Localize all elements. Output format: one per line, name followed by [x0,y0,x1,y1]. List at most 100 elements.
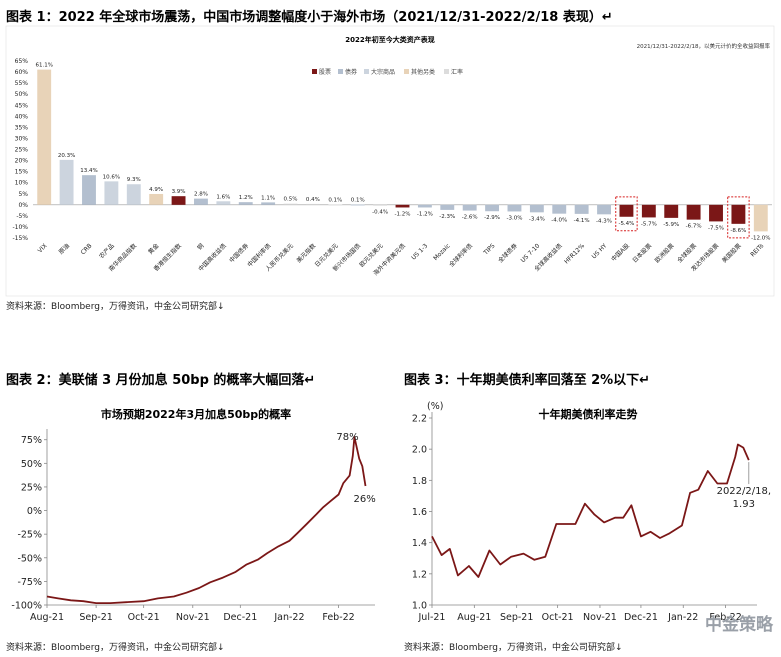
bar [417,204,432,208]
bar-value-label: -5.9% [663,222,679,228]
bar-value-label: -2.3% [439,214,455,220]
y-tick-label: 50% [15,91,29,98]
y-tick-label: -25% [17,530,42,541]
highlight-box [615,196,638,232]
bar-value-label: 2.8% [194,192,208,198]
bar [328,204,343,206]
y-tick-label: 15% [15,169,29,176]
x-tick-label: Jul-21 [418,612,446,623]
wechat-watermark: 中金策略 [705,615,773,635]
y-tick-label: 40% [15,113,29,120]
bar-value-label: -3.0% [506,215,522,221]
x-tick-label: Oct-21 [542,612,574,623]
bar [104,181,119,205]
bar [574,204,589,214]
bar-value-label: 0.1% [328,198,342,204]
bar [261,202,276,205]
bar [194,198,208,205]
y-tick-label: 30% [15,135,29,142]
x-tick-label: Feb-22 [322,612,354,623]
bar [350,204,365,206]
x-tick-label: Sep-21 [500,612,533,623]
highlight-box [727,196,750,239]
chart1-subtitle: 2021/12/31-2022/2/18，以美元计价的全收益回报率 [637,42,771,50]
x-tick-label: Aug-21 [30,612,64,623]
y-tick-label: 10% [15,180,29,187]
bar-value-label: -4.1% [574,218,590,224]
bar-value-label: -8.6% [730,228,746,234]
bar-value-label: 3.9% [172,189,186,195]
bar-value-label: 13.4% [80,168,97,174]
y-tick-label: 55% [15,80,29,87]
y-tick-label: 2.2 [412,414,427,425]
x-tick-label: Sep-21 [79,612,112,623]
y-tick-label: 45% [15,102,29,109]
bar-value-label: 1.2% [239,195,253,201]
y-tick-label: -5% [16,213,28,220]
legend-label: 大宗商品 [371,68,395,76]
series-line [46,435,367,604]
bar [529,204,544,213]
bar-value-label: -1.2% [417,211,433,217]
peak-annotation: 78% [336,432,358,443]
asset-performance-chart: 2022年初至今大类资产表现 2021/12/31-2022/2/18，以美元计价… [5,25,775,297]
x-tick-label: Jan-22 [273,612,304,623]
bar [597,204,611,215]
figure1-source: 资料来源：Bloomberg，万得资讯，中金公司研究部↓ [6,302,225,312]
legend-swatch [338,69,343,74]
bar-value-label: 0.1% [351,198,365,204]
legend-swatch [312,69,317,74]
bar [238,202,253,205]
y-tick-label: 2.0 [412,445,427,456]
x-tick-label: Nov-21 [176,612,210,623]
bar-value-label: 0.4% [306,197,320,203]
bar [37,69,52,205]
y-tick-label: 65% [15,58,29,65]
bar [216,201,231,205]
y-tick-label: 25% [21,482,42,493]
y-tick-label: 25% [15,147,29,154]
bar [373,204,388,206]
bar-value-label: 61.1% [35,63,52,69]
x-tick-label: Dec-21 [223,612,257,623]
bar [82,175,96,205]
bar-value-label: -5.4% [618,221,634,227]
bar-value-label: -5.7% [641,221,657,227]
legend-label: 股票 [319,69,331,76]
fed-hike-probability-chart: 市场预期2022年3月加息50bp的概率 75% 50% 25% 0% -25% -50% -… [11,407,375,623]
bar [440,204,455,210]
category-label: 铜 [195,242,205,252]
legend-label: 汇率 [451,68,463,76]
bar-value-label: 0.5% [284,197,298,203]
last-annotation: 2022/2/18, [717,486,771,497]
chart-title: 十年期美债利率走势 [539,407,638,421]
bar [709,204,723,222]
y-tick-label: -15% [12,235,28,242]
bar [731,204,746,224]
bar [552,204,567,214]
bar [171,196,186,205]
bar-value-label: -1.2% [395,211,411,217]
bar [686,204,701,220]
legend-swatch [444,69,449,74]
chart-title: 市场预期2022年3月加息50bp的概率 [101,407,291,421]
bar [641,204,656,218]
bar-value-label: -2.6% [462,215,478,221]
bar [126,184,141,205]
series-line [431,443,750,578]
last-annotation: 26% [353,494,375,505]
chart1-title: 2022年初至今大类资产表现 [345,35,434,44]
bar [462,204,477,211]
bar-value-label: -4.0% [551,218,567,224]
bar [619,204,634,217]
last-annotation: 1.93 [733,499,755,510]
y-tick-label: 20% [15,158,29,165]
x-tick-label: Dec-21 [624,612,658,623]
x-tick-label: Jan-22 [667,612,698,623]
bar [149,193,164,205]
y-tick-label: 5% [18,191,28,198]
figure2-source: 资料来源：Bloomberg，万得资讯，中金公司研究部↓ [6,643,225,653]
bar-value-label: 9.3% [127,177,141,183]
y-tick-label: -10% [12,224,28,231]
